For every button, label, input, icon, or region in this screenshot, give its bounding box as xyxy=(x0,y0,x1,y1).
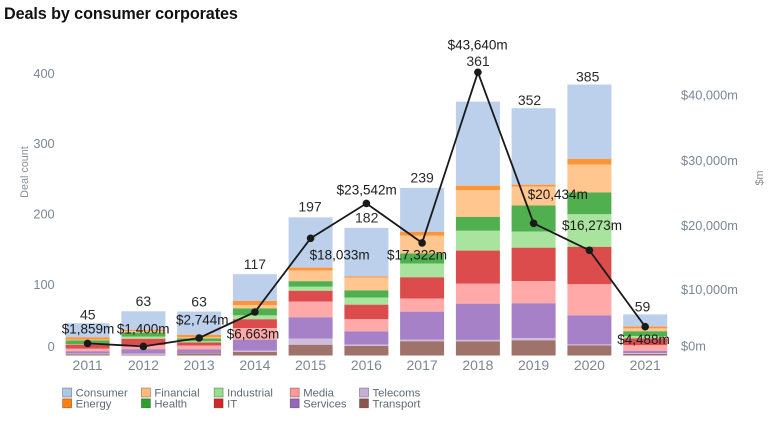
svg-text:$2,744m: $2,744m xyxy=(176,313,229,328)
svg-text:$18,033m: $18,033m xyxy=(310,248,370,263)
svg-text:Deals by consumer corporates: Deals by consumer corporates xyxy=(4,5,238,23)
svg-text:Media: Media xyxy=(303,388,334,400)
svg-text:$20,000m: $20,000m xyxy=(681,218,738,233)
svg-text:2018: 2018 xyxy=(462,357,493,373)
svg-text:2019: 2019 xyxy=(518,357,549,373)
svg-text:361: 361 xyxy=(466,53,490,69)
svg-text:$17,322m: $17,322m xyxy=(387,248,447,263)
svg-text:182: 182 xyxy=(355,210,379,226)
svg-text:$1,400m: $1,400m xyxy=(117,322,170,337)
svg-text:$m: $m xyxy=(754,170,766,185)
svg-text:Transport: Transport xyxy=(373,399,422,411)
svg-text:Industrial: Industrial xyxy=(227,388,273,400)
svg-text:$1,859m: $1,859m xyxy=(62,322,115,337)
svg-text:Health: Health xyxy=(154,399,187,411)
svg-text:Financial: Financial xyxy=(154,388,199,400)
svg-text:2012: 2012 xyxy=(128,357,159,373)
svg-text:IT: IT xyxy=(227,399,237,411)
svg-text:63: 63 xyxy=(191,294,207,310)
svg-text:2017: 2017 xyxy=(407,357,438,373)
svg-text:Consumer: Consumer xyxy=(76,388,128,400)
svg-text:200: 200 xyxy=(33,207,54,222)
svg-text:300: 300 xyxy=(33,136,54,151)
svg-text:$0m: $0m xyxy=(681,339,706,354)
svg-text:Services: Services xyxy=(303,399,347,411)
svg-text:2016: 2016 xyxy=(351,357,382,373)
svg-text:$4,488m: $4,488m xyxy=(617,332,670,347)
svg-text:Deal count: Deal count xyxy=(19,146,31,198)
svg-text:$40,000m: $40,000m xyxy=(681,87,738,102)
svg-text:$6,663m: $6,663m xyxy=(227,327,280,342)
svg-text:$30,000m: $30,000m xyxy=(681,153,738,168)
svg-text:100: 100 xyxy=(33,277,54,292)
svg-text:197: 197 xyxy=(298,199,322,215)
svg-text:117: 117 xyxy=(244,256,267,272)
svg-text:45: 45 xyxy=(80,306,96,322)
svg-text:2014: 2014 xyxy=(239,357,270,373)
svg-text:2011: 2011 xyxy=(73,357,103,373)
svg-text:Energy: Energy xyxy=(76,399,112,411)
svg-text:352: 352 xyxy=(518,92,542,108)
svg-text:Telecoms: Telecoms xyxy=(373,388,421,400)
svg-text:2020: 2020 xyxy=(574,357,605,373)
svg-text:0: 0 xyxy=(48,339,55,354)
svg-text:400: 400 xyxy=(33,66,54,81)
svg-text:63: 63 xyxy=(136,293,152,309)
svg-text:$23,542m: $23,542m xyxy=(337,183,397,198)
svg-text:2013: 2013 xyxy=(184,357,215,373)
svg-text:59: 59 xyxy=(635,299,651,315)
svg-text:239: 239 xyxy=(410,170,434,186)
svg-text:$20,434m: $20,434m xyxy=(528,187,588,202)
svg-text:$16,273m: $16,273m xyxy=(562,218,622,233)
svg-text:385: 385 xyxy=(576,69,600,85)
svg-text:$43,640m: $43,640m xyxy=(448,37,508,52)
svg-text:2015: 2015 xyxy=(295,357,326,373)
svg-text:$10,000m: $10,000m xyxy=(681,282,738,297)
svg-text:2021: 2021 xyxy=(630,357,661,373)
